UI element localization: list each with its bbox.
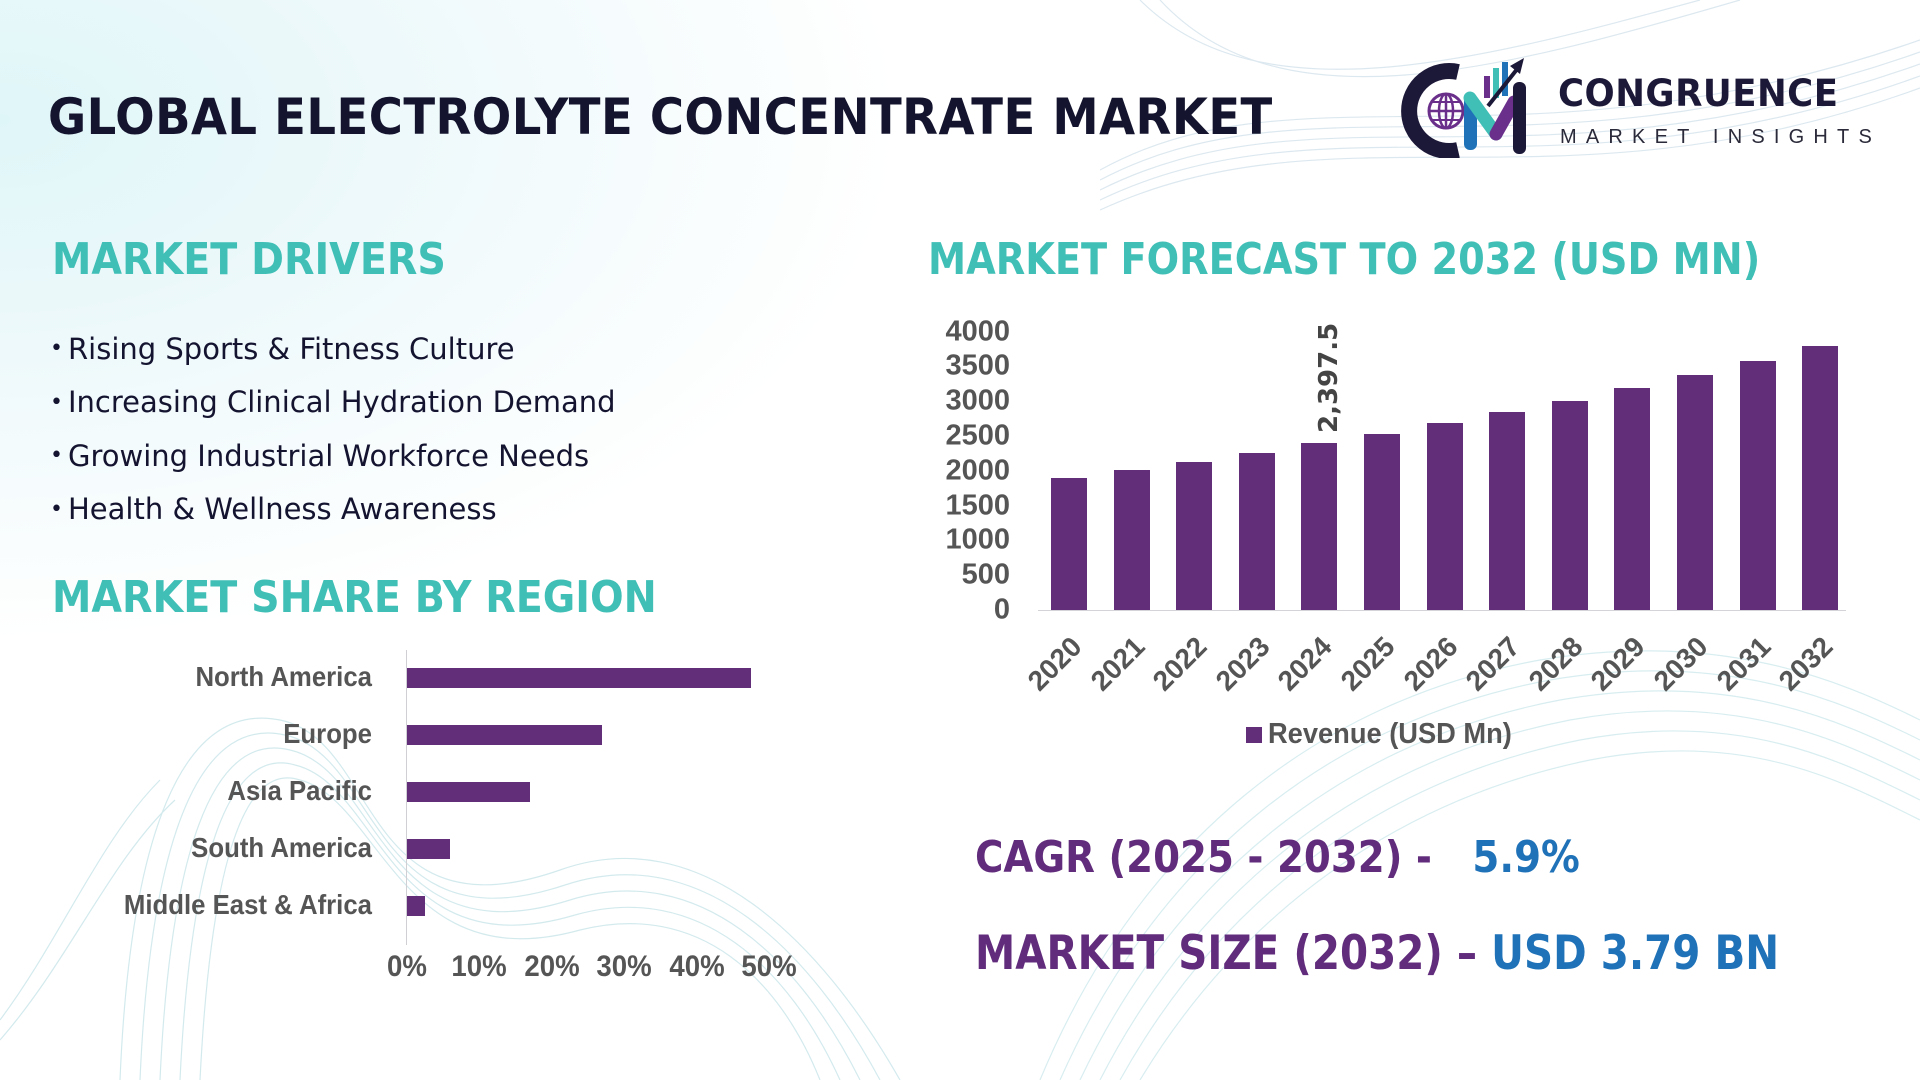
forecast-y-tick: 0 xyxy=(993,593,1010,626)
region-row: Middle East & Africa xyxy=(0,889,960,920)
market-size-label: MARKET SIZE (2032) – xyxy=(975,926,1492,981)
market-size-stat: MARKET SIZE (2032) – USD 3.79 BN xyxy=(975,926,1779,981)
region-row: Europe xyxy=(0,718,960,749)
forecast-x-tick: 2029 xyxy=(1585,630,1651,697)
forecast-x-tick: 2030 xyxy=(1647,630,1714,697)
forecast-chart-baseline xyxy=(1038,610,1846,611)
driver-item: • Increasing Clinical Hydration Demand xyxy=(50,385,616,420)
page-title: GLOBAL ELECTROLYTE CONCENTRATE MARKET xyxy=(48,88,1273,146)
driver-item: • Health & Wellness Awareness xyxy=(50,492,497,527)
bullet-icon: • xyxy=(50,336,63,362)
region-label: Asia Pacific xyxy=(227,775,372,806)
region-label: North America xyxy=(195,661,372,692)
region-bar xyxy=(407,782,531,802)
forecast-bar xyxy=(1739,360,1776,610)
cagr-label: CAGR (2025 - 2032) - xyxy=(975,832,1446,883)
forecast-x-tick: 2020 xyxy=(1021,630,1088,697)
bullet-icon: • xyxy=(50,389,63,415)
forecast-bar xyxy=(1614,387,1651,610)
forecast-bar xyxy=(1426,422,1463,610)
market-share-heading: MARKET SHARE BY REGION xyxy=(52,572,657,623)
region-chart-axis xyxy=(406,650,407,945)
bullet-icon: • xyxy=(50,496,63,522)
region-x-tick: 50% xyxy=(741,950,797,983)
forecast-bar xyxy=(1364,433,1400,610)
forecast-x-tick: 2023 xyxy=(1209,630,1276,697)
logo-company-name: CONGRUENCE xyxy=(1558,72,1839,115)
region-bar xyxy=(407,896,426,916)
forecast-bar xyxy=(1301,443,1338,610)
market-forecast-heading: MARKET FORECAST TO 2032 (USD MN) xyxy=(928,234,1761,285)
region-bar xyxy=(407,668,751,688)
region-x-tick: 10% xyxy=(451,950,507,983)
market-drivers-list: • Rising Sports & Fitness Culture • Increa… xyxy=(50,322,616,536)
region-row: South America xyxy=(0,832,960,863)
forecast-bar xyxy=(1489,411,1526,610)
forecast-x-tick: 2032 xyxy=(1772,630,1839,697)
forecast-x-tick: 2022 xyxy=(1146,630,1213,697)
region-row: Asia Pacific xyxy=(0,775,960,806)
forecast-x-tick: 2031 xyxy=(1710,630,1777,697)
forecast-y-tick: 1000 xyxy=(945,523,1010,556)
legend-label: Revenue (USD Mn) xyxy=(1268,718,1512,750)
forecast-x-tick: 2026 xyxy=(1397,630,1464,697)
region-x-tick: 30% xyxy=(596,950,652,983)
forecast-y-tick: 3000 xyxy=(945,384,1010,417)
forecast-x-tick: 2028 xyxy=(1522,630,1589,697)
market-drivers-heading: MARKET DRIVERS xyxy=(52,234,446,285)
forecast-x-tick: 2021 xyxy=(1084,630,1151,697)
cagr-value: 5.9% xyxy=(1472,832,1580,883)
forecast-y-tick: 4000 xyxy=(945,315,1010,347)
region-bar xyxy=(407,839,451,859)
driver-item: • Rising Sports & Fitness Culture xyxy=(50,331,515,366)
region-share-bar-chart: 0% 10% 20% 30% 40% 50% North America Europe Asi… xyxy=(0,650,960,983)
region-label: Europe xyxy=(283,718,372,749)
forecast-x-tick: 2024 xyxy=(1272,630,1338,697)
forecast-y-tick: 1500 xyxy=(945,489,1010,522)
forecast-y-tick: 500 xyxy=(961,558,1010,591)
forecast-y-tick: 2000 xyxy=(945,454,1010,487)
forecast-x-tick: 2027 xyxy=(1459,630,1526,697)
forecast-legend: Revenue (USD Mn) xyxy=(1246,718,1527,751)
region-x-tick: 20% xyxy=(524,950,580,983)
forecast-bar xyxy=(1176,461,1213,610)
market-size-value: USD 3.79 BN xyxy=(1491,926,1780,981)
forecast-bar xyxy=(1113,469,1150,610)
region-row: North America xyxy=(0,661,960,692)
region-x-tick: 40% xyxy=(669,950,725,983)
cagr-stat: CAGR (2025 - 2032) - 5.9% xyxy=(975,832,1580,883)
forecast-y-tick: 2500 xyxy=(945,419,1010,452)
driver-item: • Growing Industrial Workforce Needs xyxy=(50,438,590,473)
forecast-bar xyxy=(1677,374,1713,610)
region-x-tick: 0% xyxy=(387,950,427,983)
legend-swatch-icon xyxy=(1246,726,1262,743)
forecast-x-tick: 2025 xyxy=(1334,630,1401,697)
forecast-bar xyxy=(1051,477,1087,610)
forecast-bar xyxy=(1551,400,1588,610)
background-wave-bottom-right xyxy=(1039,650,1920,1080)
bullet-icon: • xyxy=(50,443,63,469)
region-label: Middle East & Africa xyxy=(123,889,372,920)
region-bar xyxy=(407,725,603,745)
forecast-y-tick: 3500 xyxy=(945,349,1010,382)
forecast-data-label: 2,397.5 xyxy=(1314,322,1345,434)
forecast-bar xyxy=(1802,346,1839,610)
logo-tagline: MARKET INSIGHTS xyxy=(1560,126,1881,148)
cm-globe-growth-arrow-logo-icon xyxy=(1401,58,1526,158)
region-label: South America xyxy=(191,832,372,863)
forecast-bar xyxy=(1238,452,1275,610)
company-logo: CONGRUENCE MARKET INSIGHTS xyxy=(1400,54,1872,158)
